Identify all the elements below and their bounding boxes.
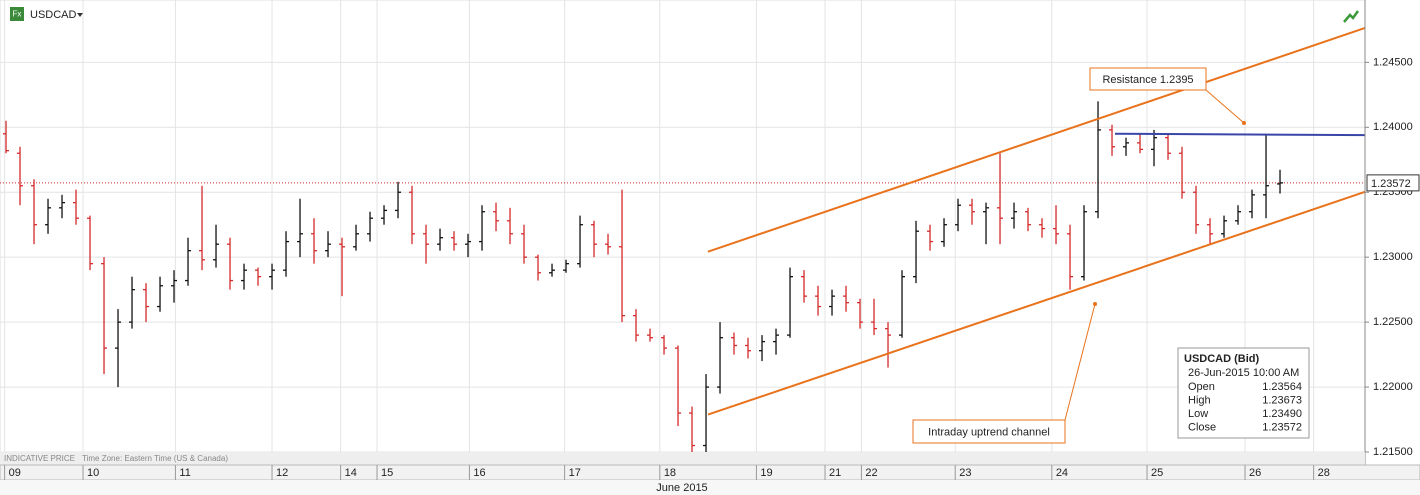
info-key: High xyxy=(1188,394,1211,406)
x-tick-label: 17 xyxy=(569,467,581,479)
trendline xyxy=(707,190,1366,416)
fx-icon[interactable] xyxy=(10,7,24,21)
x-tick-label: 15 xyxy=(381,467,393,479)
annotation-dot xyxy=(1093,302,1097,306)
footer-text: INDICATIVE PRICE xyxy=(4,454,75,463)
info-box xyxy=(1177,347,1310,439)
x-tick-label: 22 xyxy=(865,467,877,479)
x-tick-label: 19 xyxy=(760,467,772,479)
dropdown-arrow[interactable] xyxy=(77,13,83,17)
x-tick-label: 24 xyxy=(1056,467,1068,479)
last-price-label: 1.23572 xyxy=(1371,178,1411,190)
x-axis-area xyxy=(0,464,1420,481)
annotation-connector xyxy=(1064,303,1096,421)
x-tick-label: 14 xyxy=(345,467,357,479)
info-value: 1.23564 xyxy=(1262,381,1302,393)
chart-title[interactable]: USDCAD xyxy=(30,9,77,21)
y-axis-area xyxy=(1365,0,1420,480)
x-tick-label: 26 xyxy=(1249,467,1261,479)
x-axis-label: June 2015 xyxy=(656,482,707,494)
info-value: 1.23673 xyxy=(1262,394,1302,406)
y-tick-label: 1.22500 xyxy=(1373,316,1413,328)
trendline xyxy=(1114,132,1366,137)
trendline xyxy=(707,26,1366,253)
annotation-dot xyxy=(1242,121,1246,125)
y-tick-label: 1.24500 xyxy=(1373,56,1413,68)
x-axis-month-area xyxy=(0,480,1420,495)
info-value: 1.23572 xyxy=(1262,421,1302,433)
annotation-text: Resistance 1.2395 xyxy=(1102,74,1193,86)
annotation-text: Intraday uptrend channel xyxy=(928,426,1050,438)
y-tick-label: 1.24000 xyxy=(1373,121,1413,133)
info-value: 1.23490 xyxy=(1262,408,1302,420)
info-title: USDCAD (Bid) xyxy=(1184,353,1259,365)
x-tick-label: 12 xyxy=(276,467,288,479)
x-tick-label: 25 xyxy=(1151,467,1163,479)
x-tick-label: 28 xyxy=(1318,467,1330,479)
fx-icon-text: Fx xyxy=(13,10,22,19)
y-tick-label: 1.23000 xyxy=(1373,251,1413,263)
footer-strip xyxy=(0,452,1365,465)
trend-icon[interactable] xyxy=(1343,10,1360,23)
info-key: Close xyxy=(1188,421,1216,433)
x-tick-label: 10 xyxy=(87,467,99,479)
x-tick-label: 11 xyxy=(179,467,190,479)
x-tick-label: 23 xyxy=(959,467,971,479)
annotation-box xyxy=(912,419,1066,444)
info-time: 26-Jun-2015 10:00 AM xyxy=(1188,367,1299,379)
y-tick-label: 1.21500 xyxy=(1373,446,1413,458)
annotation-connector xyxy=(1205,89,1245,124)
x-tick-label: 18 xyxy=(664,467,676,479)
x-tick-label: 21 xyxy=(829,467,841,479)
y-tick-label: 1.22000 xyxy=(1373,381,1413,393)
info-key: Low xyxy=(1188,408,1208,420)
x-tick-label: 16 xyxy=(473,467,485,479)
info-key: Open xyxy=(1188,381,1215,393)
footer-text: Time Zone: Eastern Time (US & Canada) xyxy=(82,454,228,463)
x-tick-label: 09 xyxy=(9,467,21,479)
last-price-box xyxy=(1366,174,1420,192)
annotation-box xyxy=(1089,67,1207,91)
